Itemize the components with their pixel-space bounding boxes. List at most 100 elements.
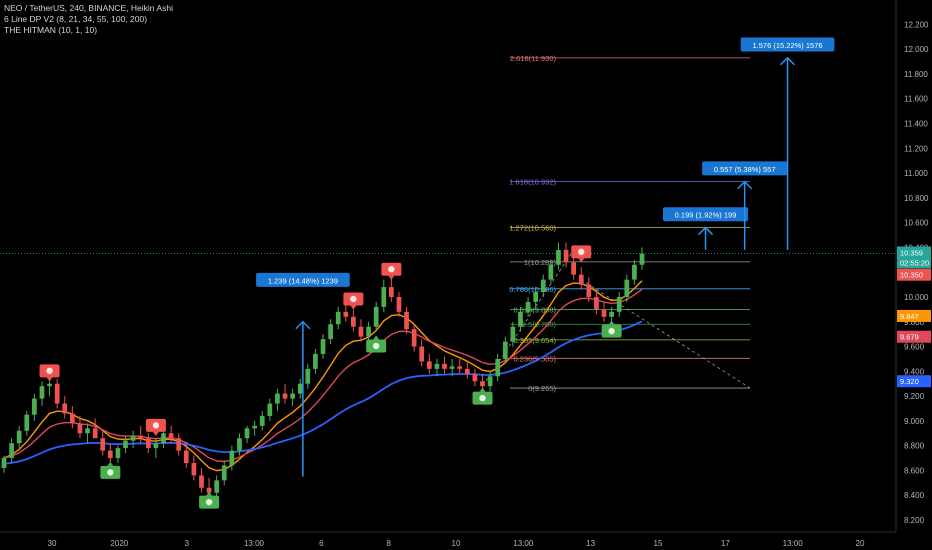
candle-body [396, 296, 402, 312]
candle-body [183, 450, 189, 464]
measure-arrow-head [295, 320, 311, 330]
price-tag [897, 256, 931, 269]
candle-body [259, 415, 265, 426]
candle-body [434, 363, 440, 369]
candle-body [442, 363, 447, 369]
bull-signal-marker [472, 387, 493, 405]
candle-body [16, 430, 22, 444]
signal-pointer [373, 335, 380, 340]
bear-icon [350, 295, 357, 303]
price-tag-label: 10.350 [900, 271, 923, 280]
signal-pointer [206, 491, 213, 496]
candle-body [282, 393, 288, 399]
candle-body [161, 433, 166, 444]
bull-icon [479, 394, 486, 402]
signal-pointer [46, 377, 53, 382]
time-tick-label: 17 [721, 539, 730, 548]
time-tick-label: 10 [452, 539, 461, 548]
signal-pointer [578, 258, 585, 263]
candle-body [533, 292, 539, 302]
signal-pointer [608, 320, 615, 325]
candle-body [518, 311, 523, 327]
bull-signal-marker [601, 320, 622, 338]
fib-level-label: 1.272(10.560) [509, 224, 556, 233]
candle-body [601, 309, 607, 317]
candle-body [176, 438, 182, 451]
fib-level-label: 2.618(11.930) [510, 54, 557, 63]
candle-body [221, 465, 227, 481]
price-tag-label: 10.359 [900, 248, 923, 257]
measure-label-box [256, 272, 350, 287]
fib-level-label: 0(9.265) [528, 384, 556, 393]
bull-signal-marker [199, 491, 220, 509]
price-tick-label: 11.600 [904, 95, 928, 104]
price-tag [897, 309, 931, 322]
bull-icon [608, 327, 615, 335]
signal-pointer [479, 387, 486, 392]
bear-icon [152, 422, 160, 429]
price-tick-label: 9.400 [904, 367, 925, 376]
candle-body [229, 450, 235, 466]
candle-body [1, 458, 7, 468]
candle-body [39, 386, 45, 399]
price-tag [897, 330, 931, 343]
candle-body [594, 296, 599, 310]
candle-body [115, 448, 121, 459]
measure-arrow-head [697, 226, 714, 236]
candle-body [32, 398, 37, 415]
candle-body [510, 326, 516, 342]
candle-body [457, 366, 463, 369]
price-tag-label: 9.679 [900, 333, 919, 342]
fib-level-label: 0.618(9.898) [513, 306, 556, 315]
bear-icon [46, 367, 53, 375]
measure-label-box [702, 161, 788, 176]
price-tick-label: 9.600 [904, 343, 925, 352]
candle-body [244, 428, 250, 439]
time-tick-label: 3 [184, 539, 189, 548]
bear-icon [388, 266, 395, 273]
price-tick-label: 10.000 [904, 293, 929, 302]
candle-body [404, 311, 409, 330]
price-tick-label: 8.400 [904, 491, 925, 500]
bull-signal-marker [100, 461, 121, 479]
candle-body [419, 346, 425, 362]
price-tag [897, 246, 931, 259]
price-tick-label: 9.000 [904, 417, 925, 426]
price-tick-label: 8.200 [904, 516, 925, 525]
candle-body [107, 450, 113, 459]
bull-icon [372, 342, 380, 350]
candle-body [563, 249, 569, 263]
time-tick-label: 15 [654, 539, 663, 548]
price-tick-label: 12.200 [904, 20, 929, 29]
measure-arrow-head [780, 56, 796, 66]
signal-pointer [350, 305, 357, 310]
candle-body [487, 376, 493, 387]
candle-body [123, 440, 128, 449]
legend-indicator-1: 6 Line DP V2 (8, 21, 34, 55, 100, 200) [4, 14, 148, 24]
candle-body [495, 358, 501, 377]
candle-body [191, 463, 197, 476]
bear-signal-marker [571, 245, 592, 263]
price-tick-label: 11.200 [904, 144, 928, 153]
price-tag-label: 02:55:20 [900, 258, 929, 267]
candle-body [449, 366, 455, 369]
candle-body [540, 279, 546, 293]
candle-body [77, 423, 83, 434]
candle-body [313, 353, 318, 369]
time-tick-label: 13:00 [244, 539, 265, 548]
candle-body [351, 316, 356, 327]
time-tick-label: 30 [48, 539, 57, 548]
price-tick-label: 12.000 [904, 45, 929, 54]
price-tag-label: 9.320 [900, 377, 919, 386]
measure-label-text: 1.576 (15.22%) 1576 [753, 41, 823, 50]
price-tag-label: 9.847 [900, 312, 919, 321]
price-tick-label: 9.800 [904, 318, 925, 327]
candle-body [290, 393, 295, 399]
bull-icon [205, 498, 213, 506]
signal-pointer [152, 431, 159, 436]
candle-body [343, 311, 349, 317]
candle-body [9, 443, 14, 459]
bull-icon [107, 469, 114, 476]
candle-body [320, 339, 326, 354]
